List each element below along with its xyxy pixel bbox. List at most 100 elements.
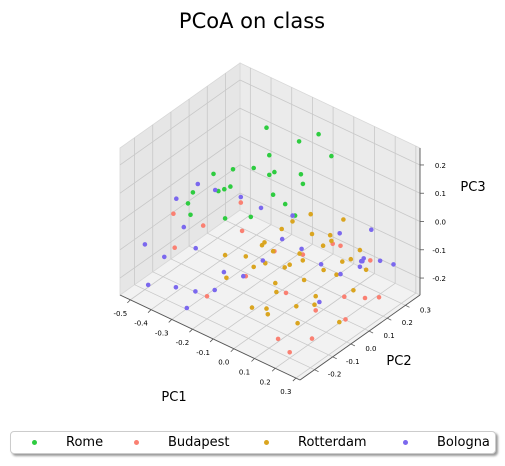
point-bologna (318, 262, 324, 267)
point-rome (270, 192, 276, 197)
point-rotterdam (337, 319, 342, 325)
point-rotterdam (282, 265, 288, 270)
point-bologna (212, 187, 218, 193)
point-bologna (338, 271, 343, 277)
point-bologna (279, 236, 285, 242)
legend-label-budapest: Budapest (168, 435, 230, 450)
z-gridline (239, 164, 421, 251)
point-rome (272, 169, 277, 175)
point-rotterdam (300, 258, 306, 263)
legend-marker-budapest (134, 440, 139, 445)
point-rotterdam (297, 251, 302, 256)
chart-title: PCoA on class (179, 9, 325, 33)
point-rotterdam (259, 242, 265, 248)
x-tick-label: 0.0 (218, 359, 229, 367)
legend-label-rome: Rome (66, 435, 104, 450)
point-bologna (238, 194, 244, 200)
point-budapest (342, 294, 347, 300)
point-rotterdam (327, 232, 333, 238)
point-bologna (290, 213, 295, 218)
y-tick-mark (368, 330, 374, 334)
y-tick-label: 0.2 (402, 319, 413, 327)
x-tick-mark (147, 309, 152, 313)
z-tick-label: 0.1 (435, 190, 446, 198)
x-tick-mark (292, 377, 297, 382)
y-tick-label: -0.2 (328, 371, 342, 379)
point-rotterdam (295, 320, 300, 326)
point-rotterdam (249, 305, 255, 310)
y-gridline (152, 271, 333, 358)
point-rotterdam (351, 288, 356, 293)
chart-legend: Rome Budapest Rotterdam Bologna (10, 431, 496, 454)
data-points (142, 125, 396, 355)
x-gridline (274, 282, 396, 369)
y-tick-mark (387, 317, 392, 321)
point-rotterdam (309, 231, 315, 237)
point-rome (296, 139, 302, 144)
point-rome (222, 216, 228, 221)
point-rotterdam (290, 219, 295, 224)
x-tick-label: -0.1 (196, 349, 210, 357)
point-bologna (357, 264, 363, 270)
point-budapest (275, 336, 281, 342)
y-axis-label: PC2 (386, 354, 411, 369)
y-tick-mark (332, 356, 337, 360)
point-rome (185, 201, 191, 206)
point-budapest (239, 228, 245, 234)
axes-grid (119, 67, 421, 379)
point-bologna (391, 262, 396, 267)
point-rotterdam (348, 256, 354, 262)
y-tick-mark (350, 343, 356, 347)
point-budapest (343, 317, 348, 322)
y-tick-mark (314, 369, 319, 373)
x-gridline (295, 292, 417, 379)
y-gridline (225, 219, 406, 306)
x-tick-label: -0.4 (134, 320, 148, 328)
point-rotterdam (340, 259, 345, 264)
point-rotterdam (270, 248, 276, 254)
x-axis-line (119, 294, 301, 381)
point-rotterdam (334, 272, 339, 278)
point-rotterdam (265, 312, 271, 317)
point-rotterdam (273, 280, 278, 286)
point-bologna (260, 258, 266, 263)
point-budapest (376, 295, 382, 300)
point-bologna (173, 285, 179, 290)
point-bologna (241, 273, 246, 279)
point-budapest (171, 211, 176, 216)
y-gridline (134, 284, 315, 371)
point-budapest (172, 245, 177, 250)
x-tick-label: -0.5 (114, 310, 128, 318)
x-gridline (171, 234, 292, 320)
point-rotterdam (274, 289, 279, 295)
x-tick-label: 0.3 (280, 388, 291, 396)
point-rotterdam (320, 243, 326, 248)
y-gridline (207, 232, 388, 319)
z-gridline (119, 136, 241, 222)
y-tick-label: 0.1 (384, 332, 395, 340)
point-rome (188, 212, 193, 218)
x-gridline (254, 273, 375, 359)
y-tick-mark (405, 304, 410, 308)
x-tick-label: -0.3 (155, 329, 169, 337)
point-budapest (200, 223, 206, 228)
point-rotterdam (341, 217, 346, 222)
x-gridline (212, 253, 334, 340)
point-bologna (369, 227, 374, 232)
x-axis-label: PC1 (161, 390, 186, 405)
point-rotterdam (357, 247, 363, 253)
point-bologna (361, 256, 367, 261)
x-gridline (233, 263, 355, 350)
point-bologna (174, 196, 179, 201)
point-rome (228, 184, 233, 189)
point-budapest (313, 308, 319, 313)
point-rotterdam (251, 264, 256, 270)
point-budapest (309, 336, 315, 341)
point-bologna (142, 242, 148, 247)
point-bologna (212, 287, 217, 293)
point-rome (282, 201, 288, 207)
point-rotterdam (287, 262, 293, 268)
point-budapest (362, 295, 368, 301)
z-gridline (119, 192, 241, 279)
